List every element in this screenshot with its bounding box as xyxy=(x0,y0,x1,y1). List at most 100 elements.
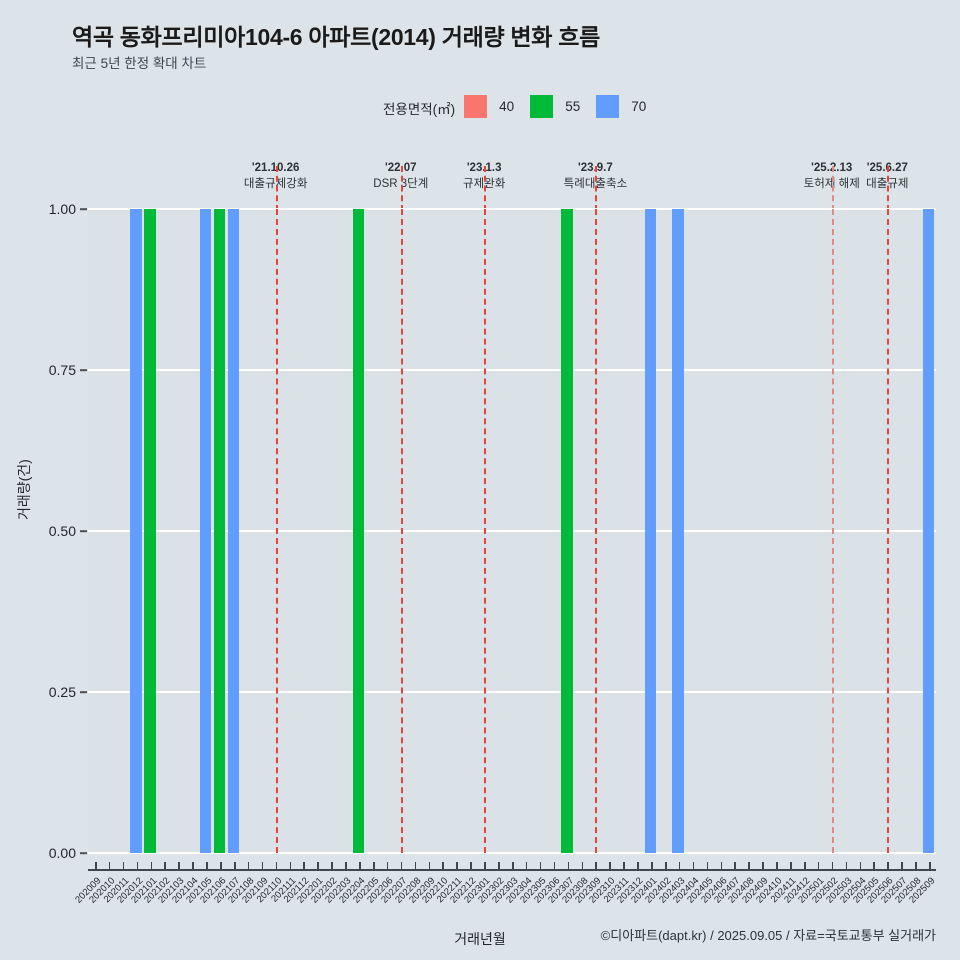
x-tick-mark xyxy=(108,862,111,870)
bar-202204-55[interactable] xyxy=(352,209,365,853)
event-line-202309 xyxy=(595,209,598,853)
x-tick-mark xyxy=(664,862,667,870)
x-tick-mark xyxy=(484,862,486,870)
x-tick-mark xyxy=(372,862,375,870)
x-tick-mark xyxy=(539,862,542,870)
legend-item-55[interactable]: 55 xyxy=(530,95,596,118)
y-tick-mark xyxy=(80,369,87,371)
footer-credit: ©디아파트(dapt.kr) / 2025.09.05 / 자료=국토교통부 실… xyxy=(600,928,936,943)
legend: 전용면적(㎡) 40 55 70 xyxy=(383,95,662,121)
legend-item-70[interactable]: 70 xyxy=(596,95,662,118)
x-tick-mark xyxy=(567,862,570,870)
legend-swatch-55 xyxy=(530,95,554,118)
x-tick-mark xyxy=(887,862,889,870)
annotation-date: '23.9.7 xyxy=(578,162,613,174)
bar-202106-55[interactable] xyxy=(213,209,226,853)
x-tick-mark xyxy=(817,862,820,870)
bar-202105-70[interactable] xyxy=(199,209,212,853)
x-tick-mark xyxy=(790,862,792,870)
x-tick-mark xyxy=(776,862,778,870)
x-tick-mark xyxy=(386,862,389,870)
gridline xyxy=(88,208,936,210)
x-tick-mark xyxy=(289,862,292,870)
x-tick-mark xyxy=(720,862,723,870)
x-tick-mark xyxy=(901,862,903,870)
annotation-tick-202502 xyxy=(831,166,834,211)
y-tick-label: 0.00 xyxy=(48,845,76,861)
bar-202403-70[interactable] xyxy=(672,209,684,853)
event-line-202207 xyxy=(400,209,403,853)
x-tick-mark xyxy=(400,862,403,870)
x-tick-mark xyxy=(512,862,514,870)
x-tick-mark xyxy=(692,862,695,870)
y-tick-label: 1.00 xyxy=(48,201,76,217)
x-tick-mark xyxy=(261,862,264,870)
x-tick-mark xyxy=(609,862,611,870)
x-tick-mark xyxy=(164,862,167,870)
x-tick-mark xyxy=(220,862,222,870)
x-tick-mark xyxy=(359,862,361,870)
page-title: 역곡 동화프리미아104-6 아파트(2014) 거래량 변화 흐름 xyxy=(72,24,600,50)
x-tick-mark xyxy=(525,862,528,870)
event-line-202110 xyxy=(275,209,278,853)
y-axis-title: 거래량(건) xyxy=(16,459,32,520)
bar-202101-55[interactable] xyxy=(144,209,156,853)
x-tick-mark xyxy=(233,862,236,870)
x-tick-mark xyxy=(651,862,653,870)
bar-202509-70[interactable] xyxy=(922,209,935,853)
gridline xyxy=(88,691,936,693)
x-axis-title: 거래년월 xyxy=(454,931,506,947)
x-tick-mark xyxy=(317,862,319,870)
x-tick-mark xyxy=(734,862,737,870)
bar-202401-70[interactable] xyxy=(644,209,657,853)
x-tick-mark xyxy=(303,862,306,870)
x-tick-mark xyxy=(581,862,584,870)
event-line-202506 xyxy=(887,209,890,853)
x-tick-mark xyxy=(623,862,625,870)
x-tick-mark xyxy=(414,862,417,870)
legend-label-40: 40 xyxy=(499,99,515,114)
x-tick-mark xyxy=(859,862,862,870)
x-tick-mark xyxy=(275,862,278,870)
legend-swatch-70 xyxy=(596,95,620,118)
y-tick-mark xyxy=(80,208,87,210)
x-tick-mark xyxy=(456,862,458,870)
x-tick-mark xyxy=(762,862,764,870)
x-tick-mark xyxy=(345,862,347,870)
x-tick-mark xyxy=(428,862,431,870)
y-tick-label: 0.50 xyxy=(48,523,76,539)
legend-item-40[interactable]: 40 xyxy=(464,95,530,118)
annotation-date: '22.07 xyxy=(385,162,417,174)
y-tick-mark xyxy=(80,530,87,532)
x-tick-mark xyxy=(929,862,931,870)
y-tick-label: 0.25 xyxy=(48,684,76,700)
x-tick-mark xyxy=(595,862,597,870)
x-tick-mark xyxy=(192,862,194,870)
x-tick-mark xyxy=(748,862,750,870)
legend-label-70: 70 xyxy=(631,99,647,114)
x-tick-mark xyxy=(706,862,709,870)
x-tick-mark xyxy=(206,862,208,870)
bar-202107-70[interactable] xyxy=(227,209,240,853)
annotation-tick-202309 xyxy=(595,166,598,211)
x-tick-mark xyxy=(331,862,333,870)
x-tick-mark xyxy=(122,862,125,870)
annotation-date: '21.10.26 xyxy=(251,162,300,174)
x-tick-mark xyxy=(873,862,876,870)
x-tick-mark xyxy=(247,862,250,870)
x-tick-mark xyxy=(150,862,153,870)
legend-swatch-40 xyxy=(464,95,488,118)
annotation-tick-202506 xyxy=(887,166,890,211)
x-tick-mark xyxy=(678,862,681,870)
x-tick-mark xyxy=(553,862,556,870)
annotation-tick-202207 xyxy=(400,166,403,211)
bar-202307-55[interactable] xyxy=(561,209,573,853)
x-tick-mark xyxy=(915,862,917,870)
y-tick-mark xyxy=(80,852,87,854)
y-tick-label: 0.75 xyxy=(48,362,76,378)
legend-label-55: 55 xyxy=(565,99,581,114)
bar-202012-70[interactable] xyxy=(130,209,142,853)
x-tick-mark xyxy=(470,862,472,870)
x-tick-mark xyxy=(178,862,180,870)
annotation-tick-202301 xyxy=(484,166,487,211)
